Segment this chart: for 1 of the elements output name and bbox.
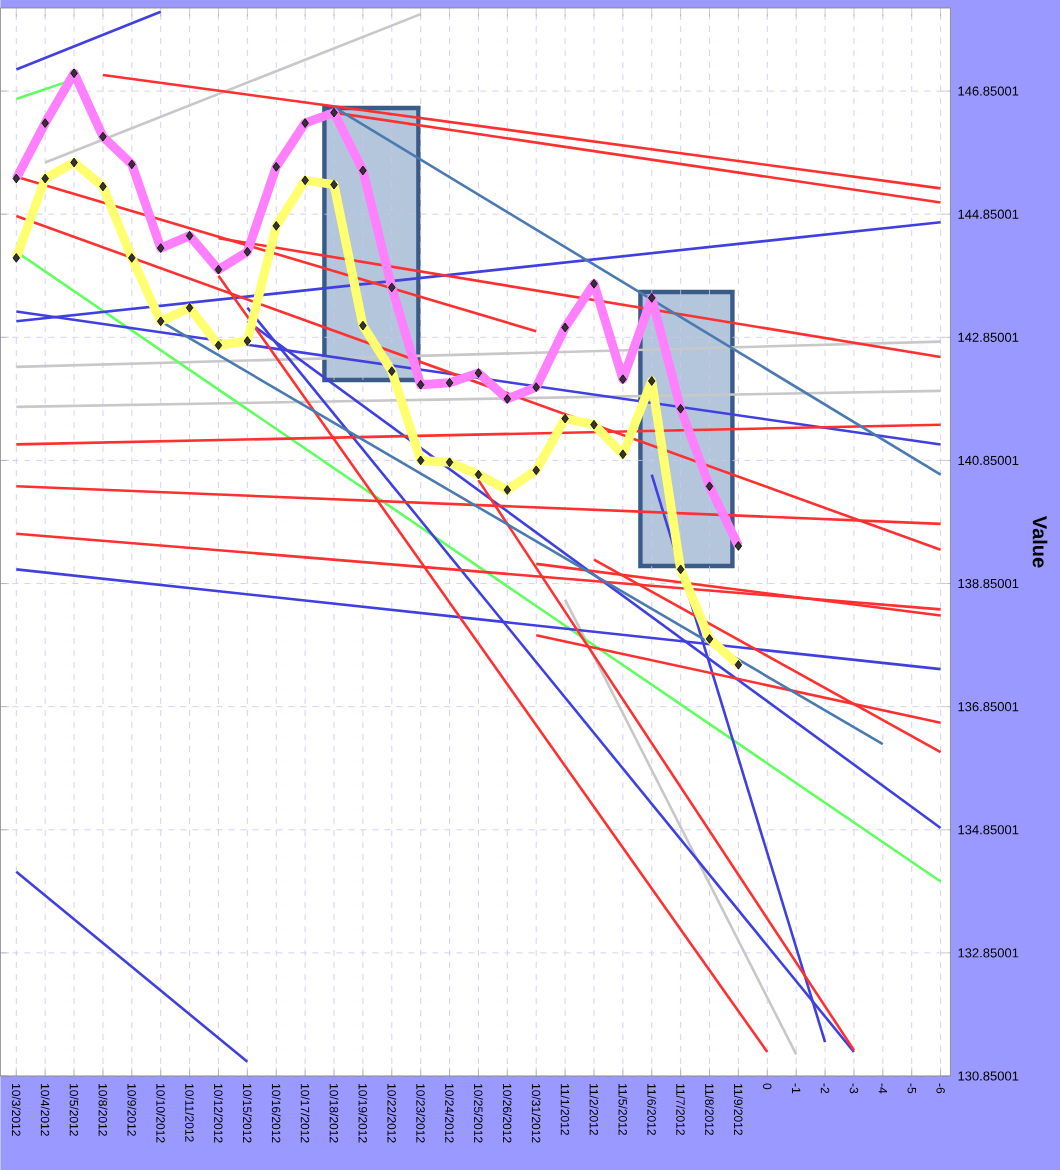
y-axis-title: Value (1032, 515, 1048, 568)
